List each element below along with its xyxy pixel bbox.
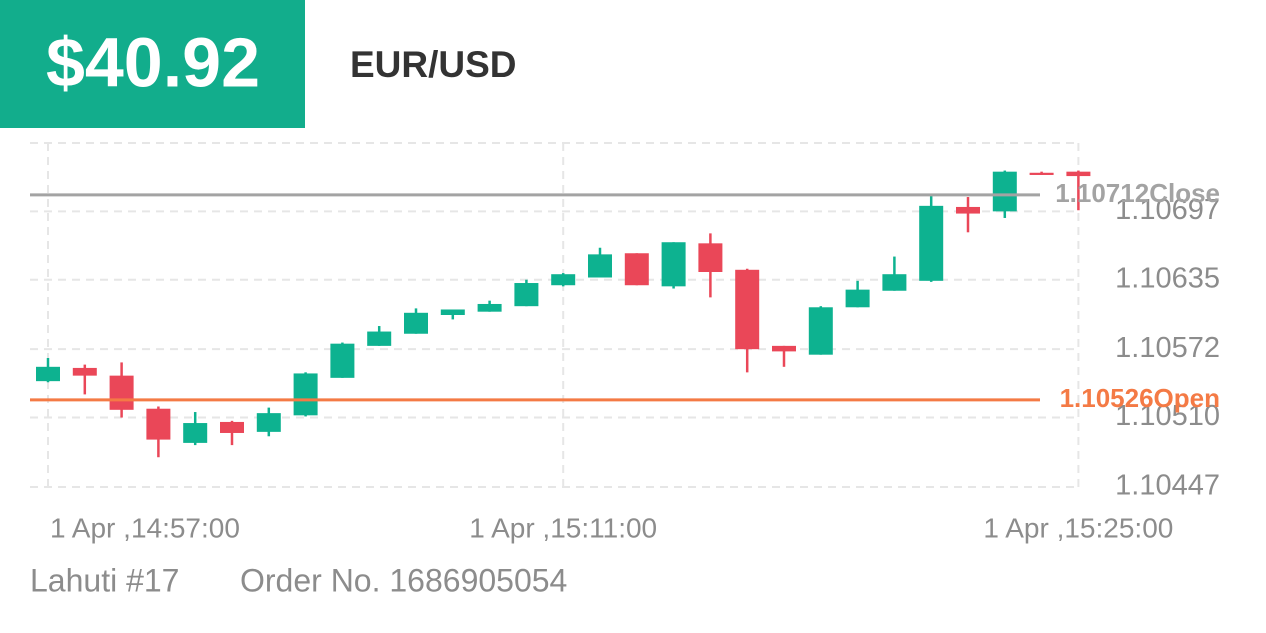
chart: 1.10447 1.10510 1.10572 1.10635 1.10697 1 Apr…: [30, 142, 1220, 543]
y-tick-label: 1.10510: [1115, 400, 1220, 432]
candle-body: [72, 367, 97, 376]
y-tick-label: 1.10697: [1115, 194, 1220, 226]
candle-body: [146, 408, 171, 440]
reference-value: 1.10712: [1055, 178, 1149, 208]
candle-body: [256, 413, 281, 432]
account: Lahuti #17: [30, 562, 179, 598]
candle-body: [588, 254, 612, 278]
candle-body: [882, 274, 907, 291]
x-tick-label: 1 Apr ,14:57:00: [50, 512, 240, 543]
x-tick-label: 1 Apr ,15:11:00: [469, 512, 657, 543]
y-tick-label: 1.10572: [1115, 332, 1220, 364]
candle-body: [919, 205, 944, 281]
candle-body: [514, 283, 539, 307]
reference-value: 1.10526: [1060, 383, 1154, 413]
reference-label: 1.10526Open: [1060, 383, 1220, 413]
candle-body: [808, 307, 833, 355]
reference-label: 1.10712Close: [1055, 178, 1220, 208]
candle-body: [330, 343, 355, 378]
candle-body: [735, 269, 760, 350]
y-tick-label: 1.10447: [1115, 470, 1220, 502]
candle-body: [220, 421, 244, 433]
order-number: Order No. 1686905054: [240, 562, 567, 598]
candle-body: [845, 289, 870, 308]
x-tick-label: 1 Apr ,15:25:00: [983, 512, 1173, 543]
price: $40.92: [46, 23, 260, 101]
candle-body: [956, 206, 980, 214]
pair: EUR/USD: [350, 44, 517, 85]
candle-body: [109, 375, 134, 410]
price-badge: [0, 0, 305, 128]
candle-body: [183, 423, 208, 443]
candle-body: [1029, 172, 1054, 175]
y-tick-label: 1.10635: [1115, 262, 1220, 294]
candle-body: [772, 345, 796, 352]
candle-body: [477, 303, 502, 312]
reference-name: Open: [1154, 383, 1220, 413]
candle-body: [992, 171, 1017, 212]
candle-body: [624, 253, 649, 286]
candle-body: [293, 373, 318, 416]
reference-name: Close: [1149, 178, 1220, 208]
candle-body: [404, 312, 428, 334]
candle-body: [1066, 171, 1091, 177]
candle-body: [661, 242, 686, 287]
candle-body: [367, 331, 392, 346]
candle-body: [440, 309, 465, 315]
candle-body: [36, 366, 60, 382]
candle-body: [551, 274, 576, 286]
candle-body: [698, 243, 723, 272]
